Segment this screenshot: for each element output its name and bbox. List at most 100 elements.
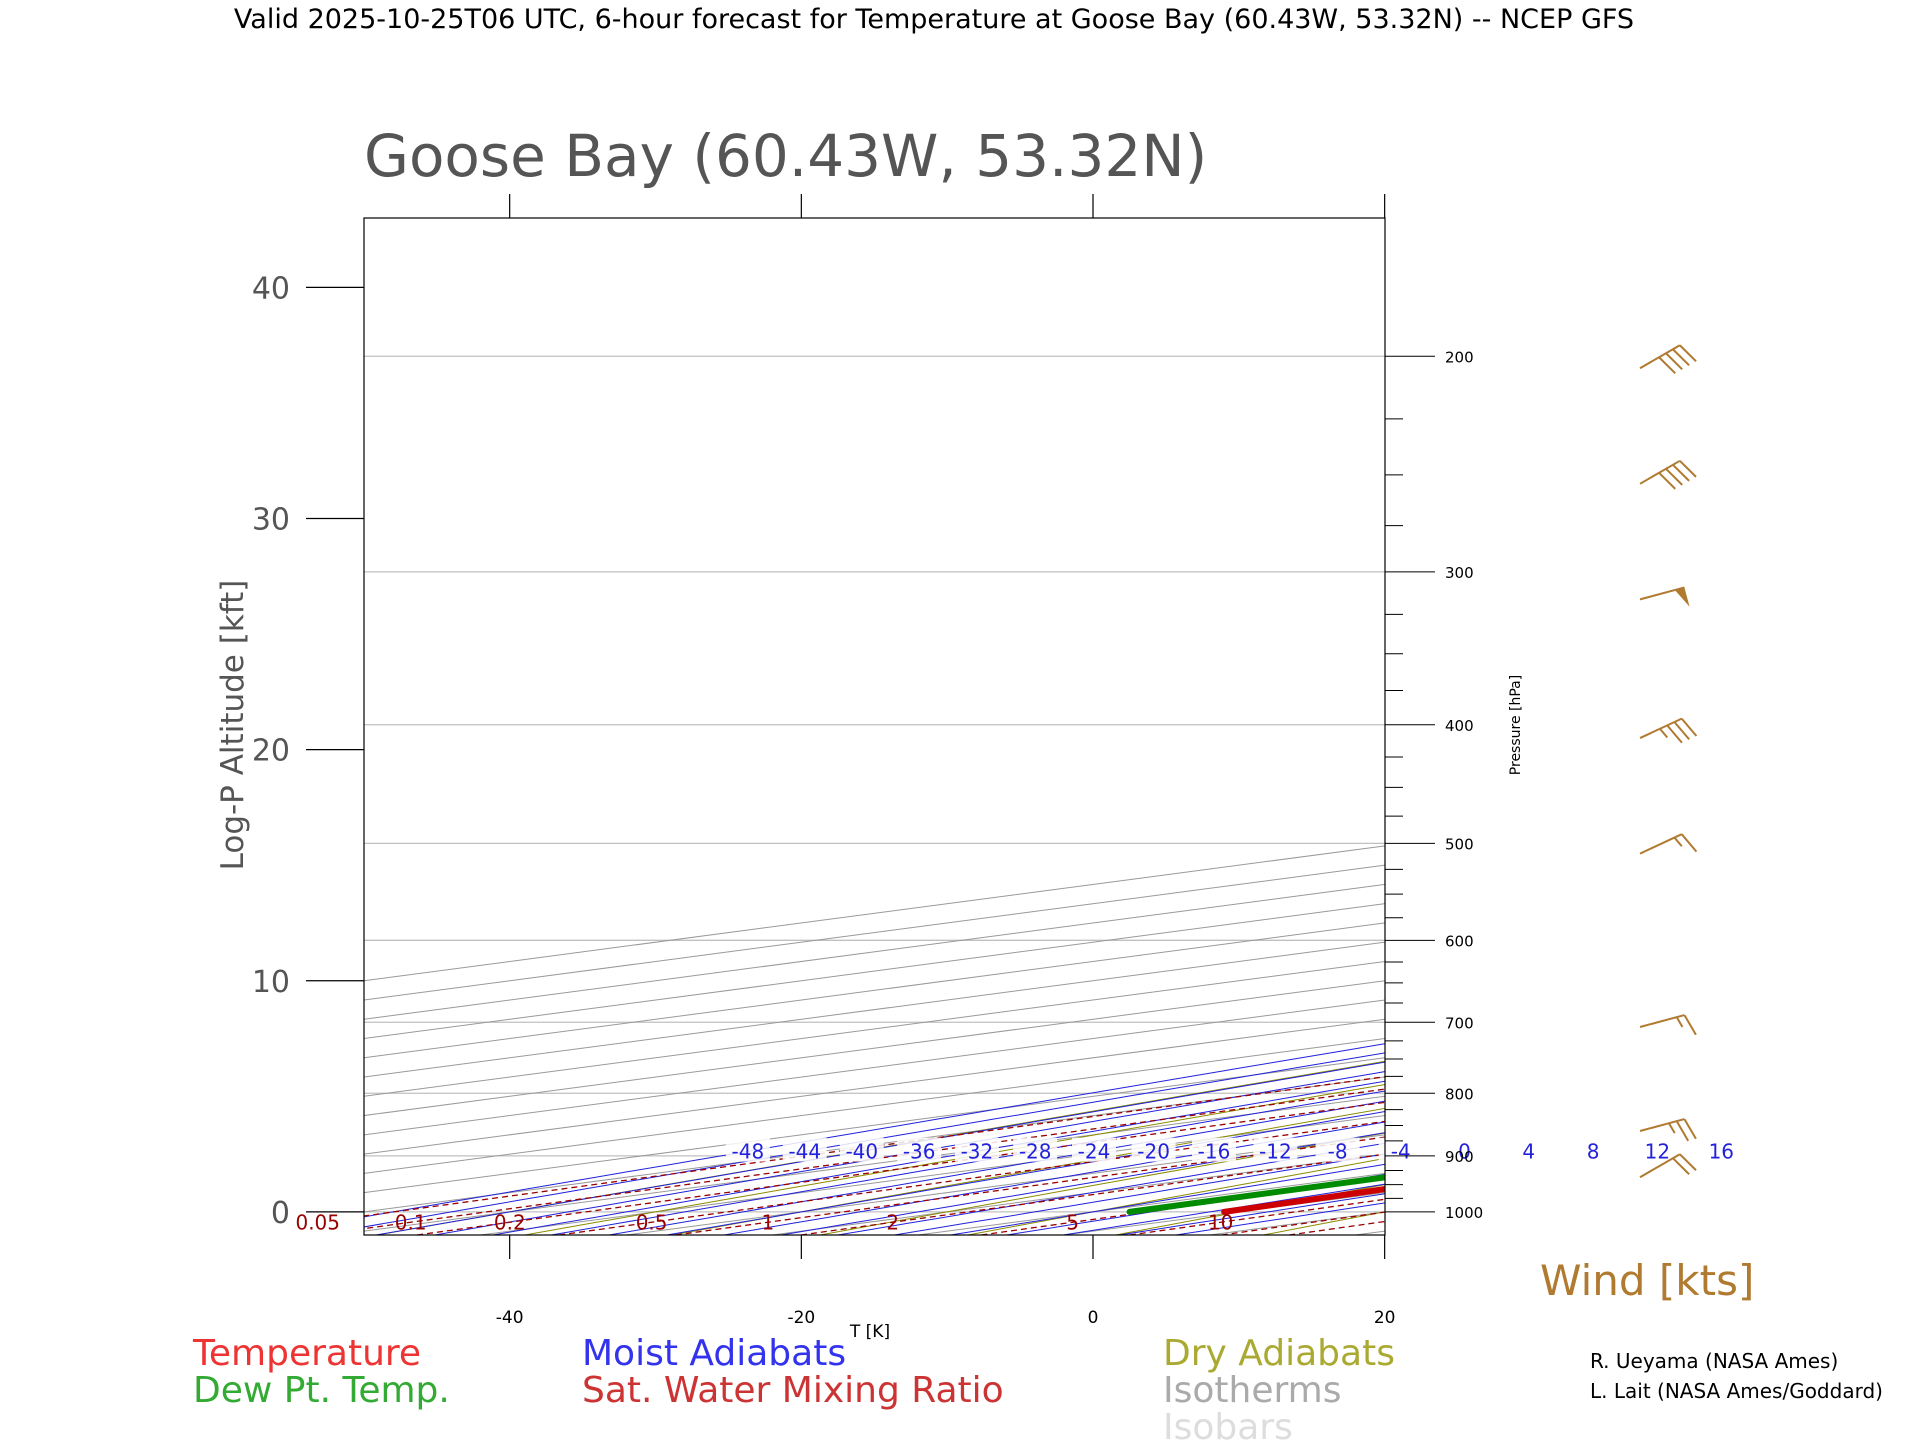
wind-barb-pennant <box>1674 587 1690 607</box>
wind-barb-flag <box>1665 352 1683 371</box>
moist-label-bg <box>1072 1137 1117 1162</box>
moist-adiabat-label: -44 <box>788 1140 821 1164</box>
legend: Temperature Dew Pt. Temp. Moist Adiabats… <box>192 1333 1395 1440</box>
mixing-ratio-label: 0.1 <box>395 1210 427 1234</box>
dry-adiabat <box>524 1084 1385 1235</box>
moist-label-bg <box>1315 1137 1360 1162</box>
curve-labels: -48 -44 -40 -36 -32 -28 -24 -20 -16 -12 -8 -4 0 4 8 12 1… <box>295 1137 1744 1234</box>
isotherm-line <box>364 960 1385 1097</box>
y-axis-tick-label: 40 <box>252 271 290 306</box>
credit-line-2: L. Lait (NASA Ames/Goddard) <box>1590 1379 1883 1403</box>
moist-adiabat-label: 8 <box>1587 1140 1600 1164</box>
moist-label-bg <box>1506 1137 1551 1162</box>
mixing-ratio-line <box>675 1136 1385 1235</box>
dry-adiabat <box>967 1157 1385 1235</box>
mixing-ratio-label: 0.05 <box>295 1210 340 1234</box>
pressure-tick-label: 600 <box>1445 932 1474 950</box>
moist-label-bg <box>1131 1137 1176 1162</box>
moist-adiabat-label: -4 <box>1391 1140 1411 1164</box>
wind-barb-flag <box>1672 348 1690 367</box>
wind-barb-half-flag <box>1668 1122 1676 1134</box>
mixing-ratio-line <box>1289 1220 1385 1235</box>
moist-label-bg <box>1571 1137 1616 1162</box>
isotherm-line <box>1209 1211 1385 1235</box>
mixing-ratio-label: 10 <box>1208 1210 1233 1234</box>
wind-barb-half-flag <box>1673 836 1683 847</box>
moist-adiabat-label: -28 <box>1019 1140 1052 1164</box>
plot-title: Goose Bay (60.43W, 53.32N) <box>364 122 1207 190</box>
dry-adiabat <box>820 1132 1385 1235</box>
isotherm-line <box>364 1037 1385 1174</box>
moist-adiabat-label: -16 <box>1198 1140 1231 1164</box>
wind-barb-flag <box>1679 460 1697 478</box>
x-axis-tick-label: -20 <box>787 1308 815 1328</box>
isotherm-line <box>364 941 1385 1078</box>
isotherm-line <box>917 1172 1385 1235</box>
y-axis-tick-label: 10 <box>252 965 290 1000</box>
mixing-ratio-label: 0.2 <box>494 1210 526 1234</box>
wind-barb-flag <box>1658 356 1676 375</box>
moist-adiabat <box>1175 1202 1385 1235</box>
legend-dewpoint: Dew Pt. Temp. <box>193 1370 450 1411</box>
pressure-tick-label: 900 <box>1445 1148 1474 1166</box>
header-text: Valid 2025-10-25T06 UTC, 6-hour forecast… <box>234 4 1634 35</box>
x-axis-tick-label: 20 <box>1374 1308 1396 1328</box>
isotherm-line <box>364 980 1385 1117</box>
legend-dry-adiabats: Dry Adiabats <box>1163 1333 1395 1374</box>
moist-adiabat-label: 4 <box>1522 1140 1535 1164</box>
pressure-tick-label: 800 <box>1445 1085 1474 1103</box>
moist-adiabat <box>376 1061 1385 1235</box>
wind-barb-half-flag <box>1675 1016 1684 1028</box>
isotherm-line <box>364 883 1385 1020</box>
wind-barb-flag <box>1680 833 1698 853</box>
wind-barb-flag <box>1666 724 1683 744</box>
moist-adiabat <box>434 1071 1385 1235</box>
moist-adiabat-label: -48 <box>732 1140 765 1164</box>
wind-barb-staff <box>1639 1118 1685 1132</box>
moist-adiabat <box>364 1052 1385 1228</box>
pressure-tick-label: 700 <box>1445 1014 1474 1032</box>
wind-barb-staff <box>1639 833 1683 855</box>
moist-adiabat <box>950 1163 1385 1235</box>
wind-barb-staff <box>1639 1014 1685 1028</box>
moist-adiabat-label: -8 <box>1328 1140 1348 1164</box>
moist-adiabat-label: -12 <box>1259 1140 1292 1164</box>
pressure-tick-label: 200 <box>1445 348 1474 366</box>
wind-barb-flag <box>1683 1014 1697 1036</box>
isotherm-line <box>364 1095 1385 1232</box>
wind-barb-flag <box>1675 1120 1690 1142</box>
mixing-ratio-line <box>417 1101 1385 1235</box>
y-axis-label: Log-P Altitude [kft] <box>215 580 251 871</box>
background-grid <box>364 218 1920 1235</box>
moist-label-bg <box>839 1137 884 1162</box>
legend-temperature: Temperature <box>192 1333 421 1374</box>
moist-adiabat <box>1063 1183 1385 1235</box>
moist-label-bg <box>1013 1137 1058 1162</box>
wind-barb-flag <box>1683 1118 1697 1140</box>
legend-isotherms: Isotherms <box>1163 1370 1341 1411</box>
moist-label-bg <box>782 1137 827 1162</box>
moist-label-bg <box>1699 1137 1744 1162</box>
moist-adiabat-label: 12 <box>1645 1140 1670 1164</box>
moist-adiabat-label: -36 <box>903 1140 936 1164</box>
credit-line-1: R. Ueyama (NASA Ames) <box>1590 1349 1838 1373</box>
mixing-ratio-label: 2 <box>886 1210 899 1234</box>
isotherm-line <box>1355 1230 1385 1235</box>
mixing-ratio-label: 0.5 <box>636 1210 668 1234</box>
moist-adiabat-label: -40 <box>845 1140 878 1164</box>
isotherm-line <box>364 1018 1385 1155</box>
plot-frame <box>363 217 1386 1236</box>
wind-barb-flag <box>1672 464 1690 482</box>
mixing-ratio-label: 1 <box>761 1210 774 1234</box>
wind-barb-flag <box>1673 721 1690 741</box>
pressure-tick-label: 1000 <box>1445 1204 1483 1222</box>
moist-adiabat-label: -32 <box>961 1140 994 1164</box>
legend-mixing-ratio: Sat. Water Mixing Ratio <box>582 1370 1004 1411</box>
isotherm-line <box>364 903 1385 1040</box>
dry-adiabat <box>1706 218 1920 1235</box>
wind-barb-flag <box>1679 344 1697 363</box>
dry-adiabat <box>1263 1211 1385 1235</box>
moist-adiabat-label: -20 <box>1137 1140 1170 1164</box>
